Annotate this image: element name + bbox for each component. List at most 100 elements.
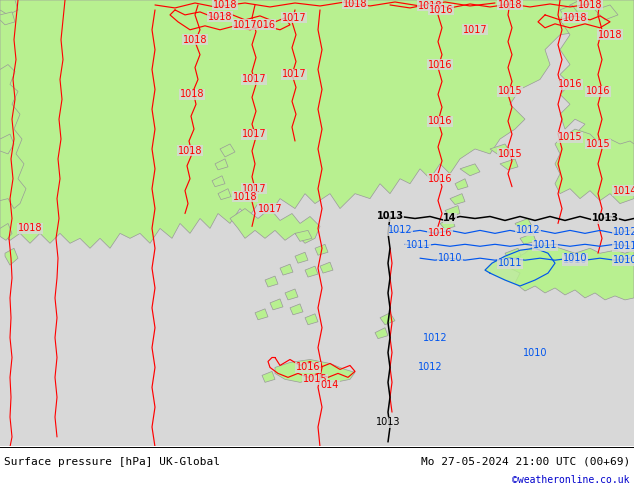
Polygon shape — [380, 313, 395, 325]
Text: 1013: 1013 — [376, 417, 400, 427]
Text: 1018: 1018 — [418, 1, 443, 11]
Polygon shape — [5, 248, 18, 265]
Text: 1015: 1015 — [558, 132, 582, 142]
Text: 1018: 1018 — [208, 12, 232, 22]
Polygon shape — [0, 134, 14, 154]
Polygon shape — [315, 245, 328, 255]
Text: 14: 14 — [443, 214, 456, 223]
Polygon shape — [218, 189, 231, 199]
Text: 1018: 1018 — [578, 0, 602, 10]
Text: 1015: 1015 — [498, 149, 522, 159]
Polygon shape — [262, 371, 275, 382]
Polygon shape — [445, 206, 460, 217]
Text: 1016: 1016 — [428, 174, 452, 184]
Polygon shape — [515, 219, 532, 230]
Text: 1010: 1010 — [437, 253, 462, 263]
Text: 1018: 1018 — [178, 146, 202, 156]
Polygon shape — [305, 314, 318, 325]
Polygon shape — [285, 289, 298, 300]
Polygon shape — [450, 194, 465, 204]
Text: 1015: 1015 — [302, 374, 327, 384]
Text: Mo 27-05-2024 21:00 UTC (00+69): Mo 27-05-2024 21:00 UTC (00+69) — [421, 457, 630, 467]
Text: 1018: 1018 — [183, 35, 207, 45]
Text: 1011: 1011 — [406, 240, 430, 250]
Polygon shape — [280, 264, 293, 275]
Text: 1016: 1016 — [586, 86, 611, 97]
Text: 1018: 1018 — [498, 0, 522, 10]
Text: 1017: 1017 — [242, 74, 266, 84]
Text: 1018: 1018 — [18, 223, 42, 233]
Polygon shape — [460, 164, 480, 176]
Polygon shape — [305, 266, 318, 277]
Text: 1012: 1012 — [515, 225, 540, 235]
Text: Surface pressure [hPa] UK-Global: Surface pressure [hPa] UK-Global — [4, 457, 220, 467]
Text: 1012: 1012 — [387, 225, 412, 235]
Polygon shape — [505, 248, 521, 259]
Text: 1017: 1017 — [281, 13, 306, 23]
Text: 1010: 1010 — [612, 255, 634, 265]
Text: 014: 014 — [321, 380, 339, 391]
Polygon shape — [265, 276, 278, 287]
Text: 1016: 1016 — [428, 60, 452, 70]
Text: 1010: 1010 — [563, 253, 587, 263]
Text: 1018: 1018 — [213, 0, 237, 10]
Text: 1015: 1015 — [586, 139, 611, 149]
Text: 1018: 1018 — [343, 0, 367, 9]
Polygon shape — [295, 230, 312, 241]
Text: 1011: 1011 — [612, 241, 634, 251]
Polygon shape — [595, 5, 618, 20]
Polygon shape — [555, 129, 634, 203]
Polygon shape — [500, 159, 518, 170]
Text: 1011: 1011 — [533, 240, 557, 250]
Polygon shape — [215, 159, 228, 170]
Text: 1016: 1016 — [428, 116, 452, 126]
Polygon shape — [510, 244, 634, 300]
Polygon shape — [275, 360, 355, 382]
Polygon shape — [270, 299, 283, 310]
Text: 1015: 1015 — [498, 86, 522, 97]
Text: 1013: 1013 — [592, 214, 619, 223]
Text: 1017: 1017 — [257, 203, 282, 214]
Polygon shape — [0, 65, 26, 209]
Text: 1010: 1010 — [563, 255, 587, 265]
Text: 1016: 1016 — [558, 79, 582, 89]
Polygon shape — [290, 304, 303, 315]
Polygon shape — [455, 179, 468, 190]
Text: 1014: 1014 — [612, 186, 634, 196]
Text: 1013: 1013 — [377, 212, 403, 221]
Text: 1018: 1018 — [180, 89, 204, 99]
Polygon shape — [560, 5, 578, 18]
Text: 1018: 1018 — [233, 192, 257, 201]
Text: 1012: 1012 — [423, 333, 448, 343]
Text: 1016: 1016 — [428, 228, 452, 238]
Text: 1017: 1017 — [463, 25, 488, 35]
Polygon shape — [0, 0, 634, 248]
Text: 1011: 1011 — [498, 258, 522, 268]
Polygon shape — [560, 0, 634, 154]
Text: 1018: 1018 — [563, 13, 587, 23]
Polygon shape — [220, 144, 235, 157]
Text: 1016: 1016 — [429, 5, 453, 15]
Polygon shape — [0, 223, 12, 240]
Polygon shape — [0, 0, 18, 15]
Text: 1017: 1017 — [242, 129, 266, 139]
Polygon shape — [490, 144, 510, 156]
Text: ©weatheronline.co.uk: ©weatheronline.co.uk — [512, 475, 630, 485]
Polygon shape — [212, 176, 225, 187]
Text: 1017: 1017 — [242, 184, 266, 194]
Polygon shape — [520, 233, 536, 245]
Text: 1018: 1018 — [598, 30, 622, 40]
Polygon shape — [0, 12, 15, 25]
Text: 1016: 1016 — [295, 363, 320, 372]
Text: 1010: 1010 — [523, 347, 547, 358]
Text: 1017016: 1017016 — [233, 20, 276, 30]
Polygon shape — [375, 328, 388, 339]
Polygon shape — [255, 309, 268, 320]
Polygon shape — [230, 209, 320, 244]
Text: 1012: 1012 — [612, 227, 634, 237]
Polygon shape — [295, 252, 308, 263]
Text: 1017: 1017 — [281, 70, 306, 79]
Text: 1012: 1012 — [418, 363, 443, 372]
Polygon shape — [440, 219, 455, 229]
Polygon shape — [320, 262, 333, 273]
